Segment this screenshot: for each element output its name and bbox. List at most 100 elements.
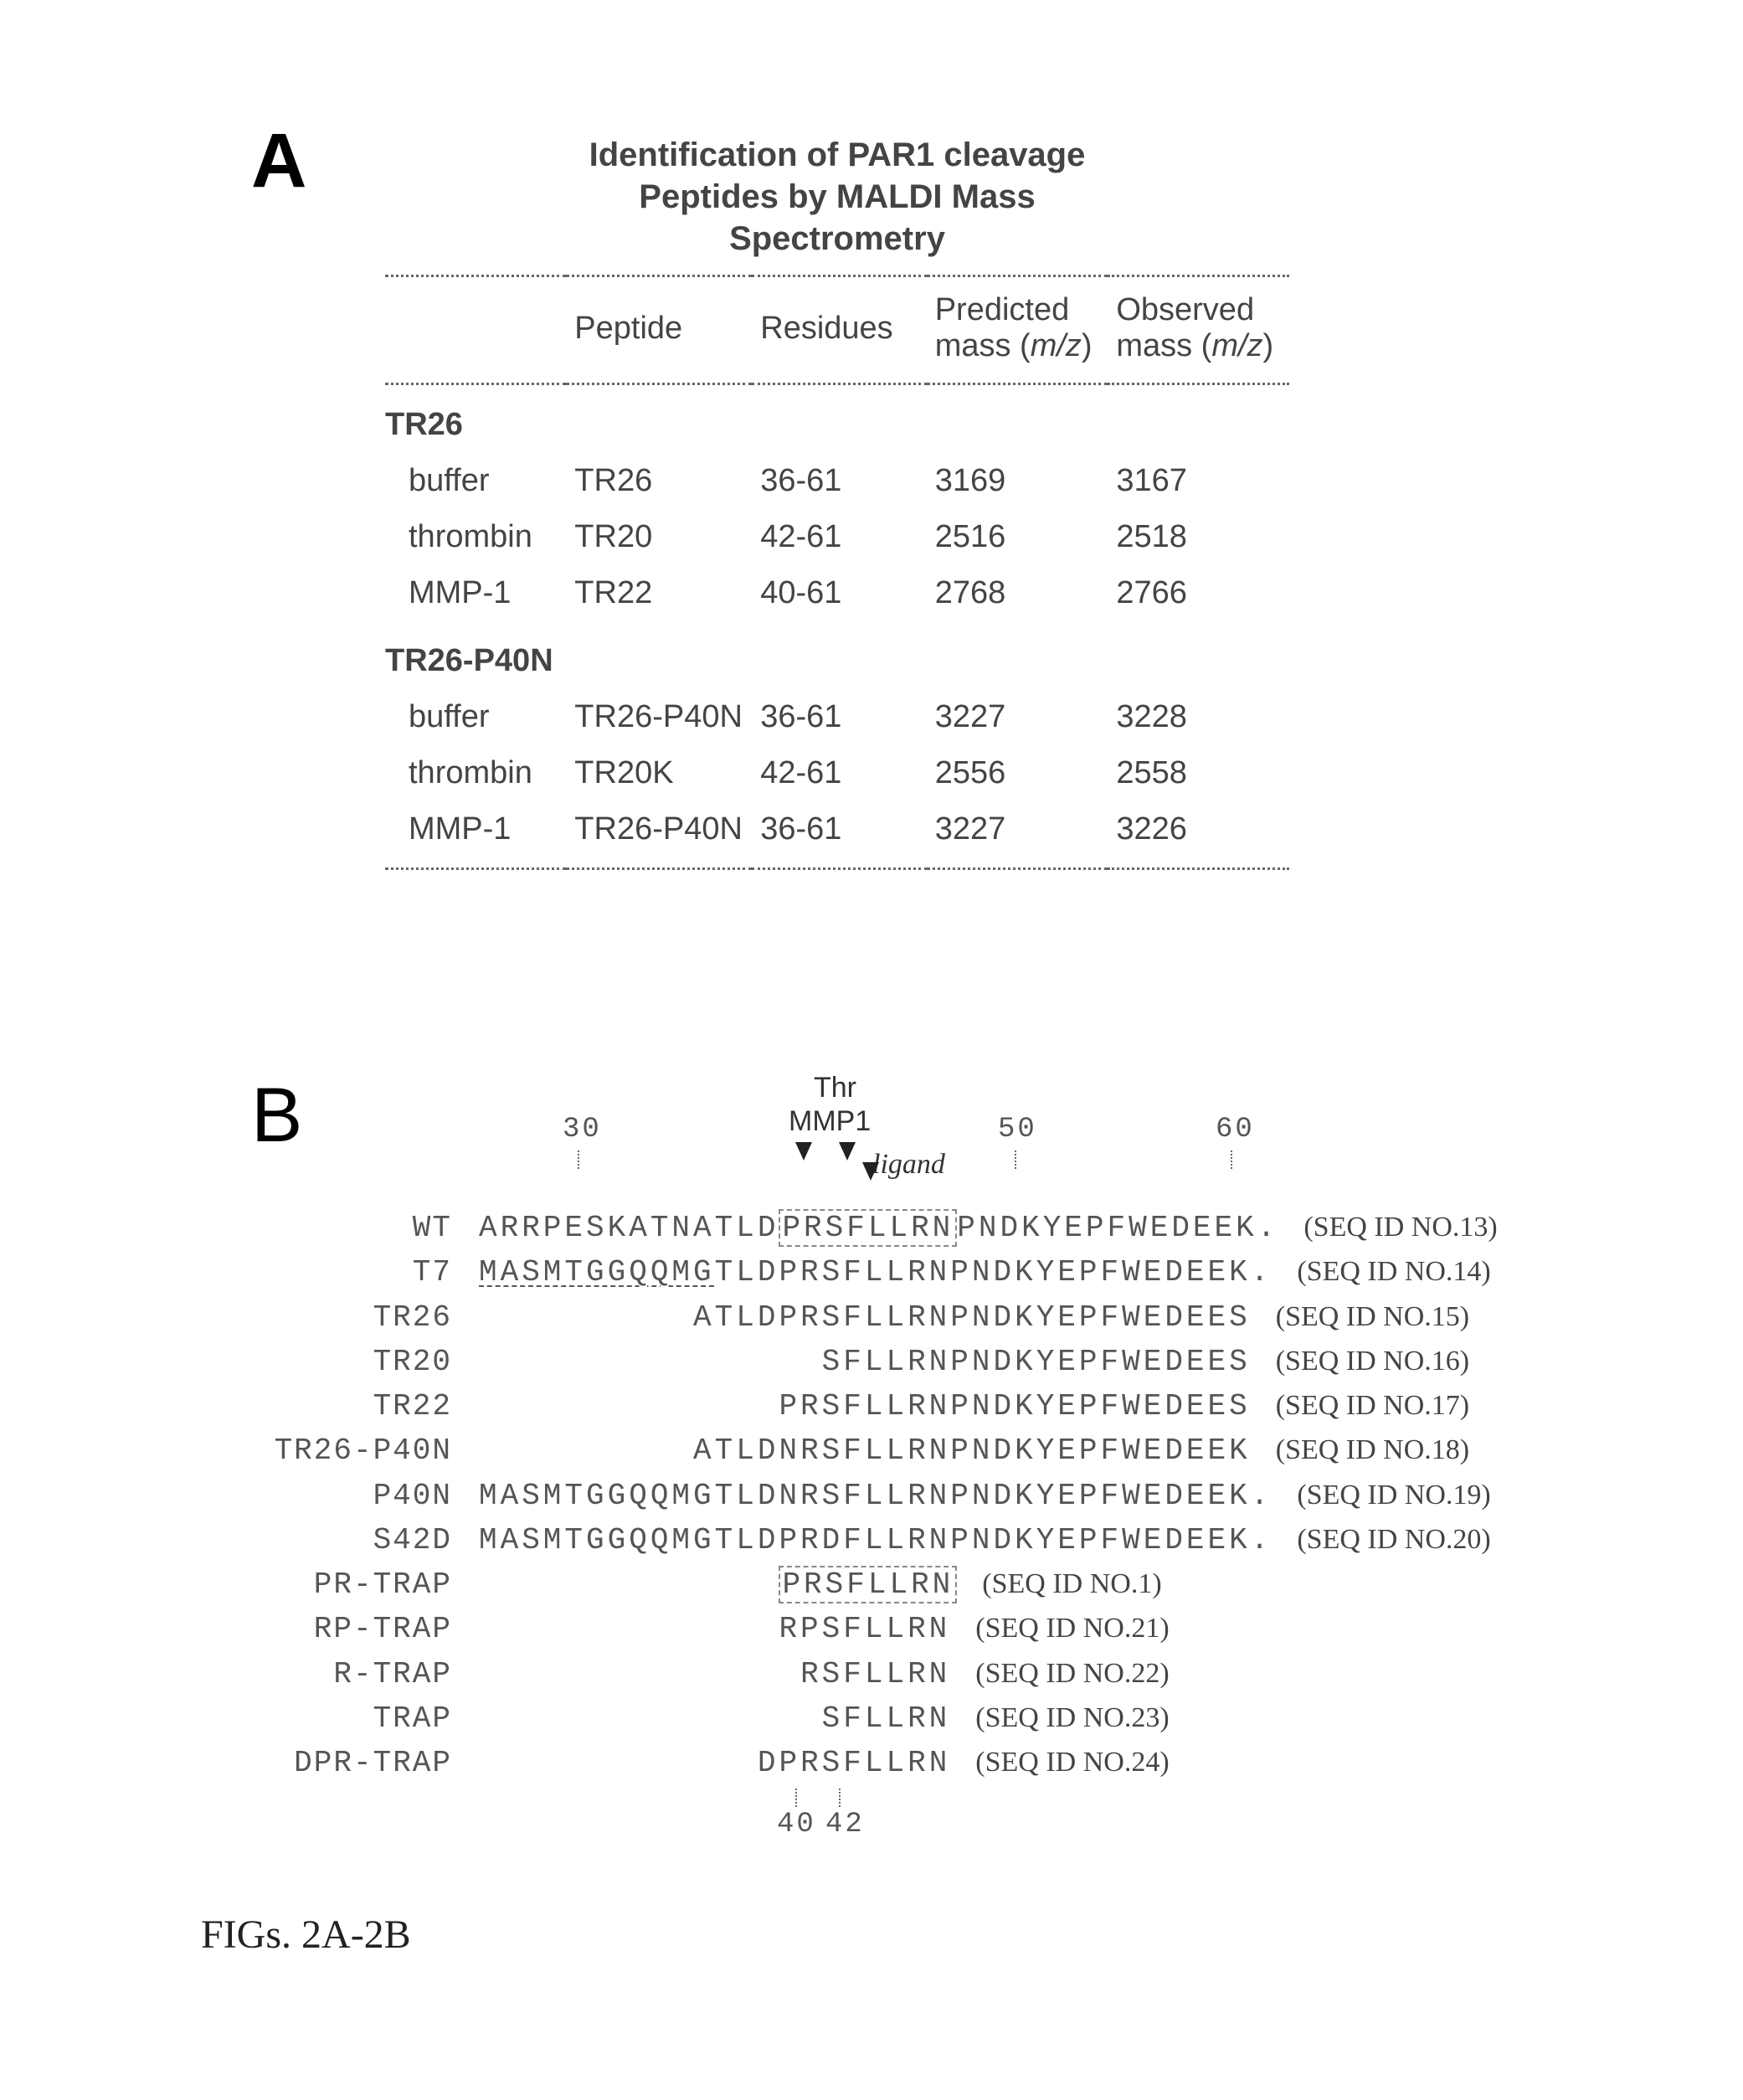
tick-30 [578, 1150, 581, 1169]
annot-mmp1: MMP1 [789, 1105, 871, 1138]
alignment-sequence: ARRPESKATNATLDPRSFLLRNPNDKYEPFWEDEEK. [479, 1206, 1278, 1250]
seq-id: (SEQ ID NO.20) [1272, 1519, 1490, 1561]
alignment-sequence: MASMTGGQQMGTLDNRSFLLRNPNDKYEPFWEDEEK. [479, 1474, 1272, 1518]
alignment-row-label: PR-TRAP [234, 1562, 479, 1607]
th-residues: Residues [752, 276, 926, 384]
cell-obs: 2766 [1108, 565, 1289, 621]
alignment-row: TR26-P40N ATLDNRSFLLRNPNDKYEPFWEDEEK(SEQ… [234, 1428, 1607, 1473]
table-row: MMP-1TR2240-6127682766 [385, 565, 1289, 621]
cell-res: 36-61 [752, 453, 926, 509]
seq-id: (SEQ ID NO.22) [950, 1653, 1169, 1695]
alignment-row: TR22 PRSFLLRNPNDKYEPFWEDEES(SEQ ID NO.17… [234, 1384, 1607, 1428]
uline-segment: MASMTGGQQMG [479, 1255, 715, 1289]
panel-a: Identification of PAR1 cleavage Peptides… [385, 134, 1289, 870]
cell-obs: 3226 [1108, 801, 1289, 869]
cell-pep: TR26-P40N [566, 689, 752, 745]
alignment-ruler-bottom: 40 42 [479, 1785, 1607, 1861]
table-row: thrombinTR20K42-6125562558 [385, 745, 1289, 801]
table-group-header: TR26-P40N [385, 621, 1289, 689]
cell-pep: TR20K [566, 745, 752, 801]
alignment-row-label: TR26-P40N [234, 1428, 479, 1473]
boxed-segment: PRSFLLRN [779, 1566, 957, 1603]
alignment-row-label: TR20 [234, 1340, 479, 1384]
table-row: thrombinTR2042-6125162518 [385, 509, 1289, 565]
th-predicted-l2: mass (m/z) [935, 328, 1093, 363]
cell-pred: 3227 [927, 689, 1108, 745]
figure-caption: FIGs. 2A-2B [201, 1912, 411, 1958]
alignment-row: S42DMASMTGGQQMGTLDPRDFLLRNPNDKYEPFWEDEEK… [234, 1518, 1607, 1562]
tick-60 [1231, 1150, 1234, 1169]
cell-cond: buffer [385, 689, 566, 745]
cell-res: 40-61 [752, 565, 926, 621]
alignment-row-label: TRAP [234, 1696, 479, 1741]
alignment-sequence: PRSFLLRN [479, 1562, 957, 1607]
cell-res: 36-61 [752, 689, 926, 745]
cell-cond: MMP-1 [385, 565, 566, 621]
cell-res: 36-61 [752, 801, 926, 869]
seq-id: (SEQ ID NO.14) [1272, 1251, 1490, 1293]
cell-obs: 3167 [1108, 453, 1289, 509]
table-row: MMP-1TR26-P40N36-6132273226 [385, 801, 1289, 869]
seq-id: (SEQ ID NO.21) [950, 1608, 1169, 1650]
panel-a-title-line1: Identification of PAR1 cleavage [589, 136, 1086, 173]
boxed-segment: PRSFLLRN [779, 1209, 957, 1247]
alignment-sequence: RPSFLLRN [479, 1607, 950, 1651]
alignment-row-label: T7 [234, 1250, 479, 1294]
cell-cond: thrombin [385, 745, 566, 801]
alignment-row-label: R-TRAP [234, 1652, 479, 1696]
alignment-row: PR-TRAP PRSFLLRN(SEQ ID NO.1) [234, 1562, 1607, 1607]
cell-pred: 2516 [927, 509, 1108, 565]
th-observed-l1: Observed [1116, 292, 1254, 327]
alignment-sequence: PRSFLLRNPNDKYEPFWEDEES [479, 1384, 1251, 1428]
panel-b: Thr MMP1 30 50 60 ligand WTARRPESKATNATL… [234, 1072, 1607, 1861]
alignment-row-label: DPR-TRAP [234, 1741, 479, 1785]
alignment-sequence: ATLDPRSFLLRNPNDKYEPFWEDEES [479, 1295, 1251, 1340]
alignment-sequence: SFLLRNPNDKYEPFWEDEES [479, 1340, 1251, 1384]
cell-pep: TR22 [566, 565, 752, 621]
cell-obs: 2558 [1108, 745, 1289, 801]
ruler-30: 30 [563, 1114, 602, 1145]
alignment-row-label: TR22 [234, 1384, 479, 1428]
cell-pred: 3169 [927, 453, 1108, 509]
th-observed-l2: mass (m/z) [1116, 328, 1273, 363]
panel-a-label: A [251, 117, 306, 205]
cell-pred: 2768 [927, 565, 1108, 621]
seq-id: (SEQ ID NO.17) [1251, 1385, 1469, 1427]
alignment-sequence: SFLLRN [479, 1696, 950, 1741]
tick-50 [1015, 1150, 1018, 1169]
th-observed: Observed mass (m/z) [1108, 276, 1289, 384]
seq-id: (SEQ ID NO.23) [950, 1697, 1169, 1739]
alignment-row: T7MASMTGGQQMGTLDPRSFLLRNPNDKYEPFWEDEEK.(… [234, 1250, 1607, 1294]
panel-a-title-line2: Peptides by MALDI Mass [639, 178, 1035, 215]
seq-id: (SEQ ID NO.24) [950, 1742, 1169, 1783]
cell-obs: 2518 [1108, 509, 1289, 565]
seq-id: (SEQ ID NO.18) [1251, 1429, 1469, 1471]
cell-res: 42-61 [752, 509, 926, 565]
alignment-row: TRAP SFLLRN(SEQ ID NO.23) [234, 1696, 1607, 1741]
annot-thr: Thr [814, 1072, 856, 1104]
alignment-sequence: RSFLLRN [479, 1652, 950, 1696]
alignment-row: R-TRAP RSFLLRN(SEQ ID NO.22) [234, 1652, 1607, 1696]
alignment-row-label: S42D [234, 1518, 479, 1562]
seq-id: (SEQ ID NO.19) [1272, 1475, 1490, 1516]
ruler-60: 60 [1216, 1114, 1255, 1145]
th-predicted-l1: Predicted [935, 292, 1070, 327]
cell-pep: TR26-P40N [566, 801, 752, 869]
cell-pep: TR26 [566, 453, 752, 509]
group-name: TR26-P40N [385, 621, 1289, 689]
group-name: TR26 [385, 384, 1289, 454]
seq-id: (SEQ ID NO.1) [957, 1563, 1161, 1605]
alignment-row-label: RP-TRAP [234, 1607, 479, 1651]
th-blank [385, 276, 566, 384]
panel-a-title-line3: Spectrometry [729, 220, 945, 257]
alignment-row: TR26 ATLDPRSFLLRNPNDKYEPFWEDEES(SEQ ID N… [234, 1295, 1607, 1340]
th-peptide: Peptide [566, 276, 752, 384]
ruler-50: 50 [998, 1114, 1037, 1145]
arrow-ligand [862, 1162, 879, 1181]
cell-res: 42-61 [752, 745, 926, 801]
seq-id: (SEQ ID NO.15) [1251, 1296, 1469, 1338]
sequence-alignment: WTARRPESKATNATLDPRSFLLRNPNDKYEPFWEDEEK.(… [234, 1206, 1607, 1785]
table-row: bufferTR26-P40N36-6132273228 [385, 689, 1289, 745]
cell-cond: MMP-1 [385, 801, 566, 869]
cell-pep: TR20 [566, 509, 752, 565]
